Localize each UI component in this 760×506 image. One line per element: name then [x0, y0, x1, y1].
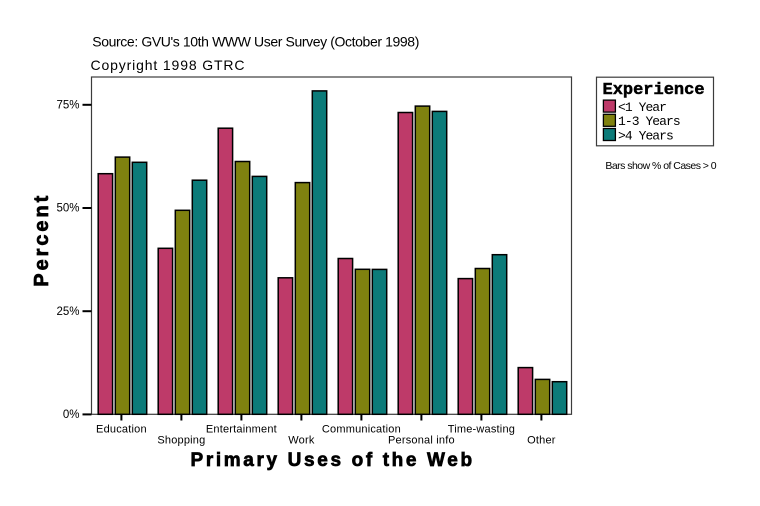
svg-text:50%: 50%: [56, 203, 79, 215]
svg-text:Experience: Experience: [603, 81, 705, 100]
svg-text:Work: Work: [288, 435, 315, 447]
svg-text:Primary Uses of the Web: Primary Uses of the Web: [191, 450, 475, 471]
svg-text:0%: 0%: [63, 409, 80, 421]
svg-text:>4 Years: >4 Years: [618, 128, 673, 143]
svg-text:Shopping: Shopping: [157, 435, 205, 447]
svg-text:Bars show % of Cases > 0: Bars show % of Cases > 0: [605, 160, 716, 172]
svg-text:1-3 Years: 1-3 Years: [618, 114, 680, 129]
svg-text:75%: 75%: [56, 99, 79, 111]
svg-text:Other: Other: [527, 435, 556, 447]
svg-text:Entertainment: Entertainment: [206, 424, 277, 436]
svg-text:Percent: Percent: [31, 193, 53, 287]
svg-text:Time-wasting: Time-wasting: [448, 424, 515, 436]
svg-text:Communication: Communication: [322, 424, 401, 436]
svg-text:<1 Year: <1 Year: [618, 100, 666, 115]
svg-text:Education: Education: [96, 424, 147, 436]
svg-text:Source: GVU's 10th WWW User Su: Source: GVU's 10th WWW User Survey (Octo…: [92, 33, 419, 49]
svg-text:Personal info: Personal info: [388, 435, 455, 447]
svg-text:Copyright 1998 GTRC: Copyright 1998 GTRC: [91, 57, 246, 73]
svg-text:25%: 25%: [56, 306, 79, 318]
